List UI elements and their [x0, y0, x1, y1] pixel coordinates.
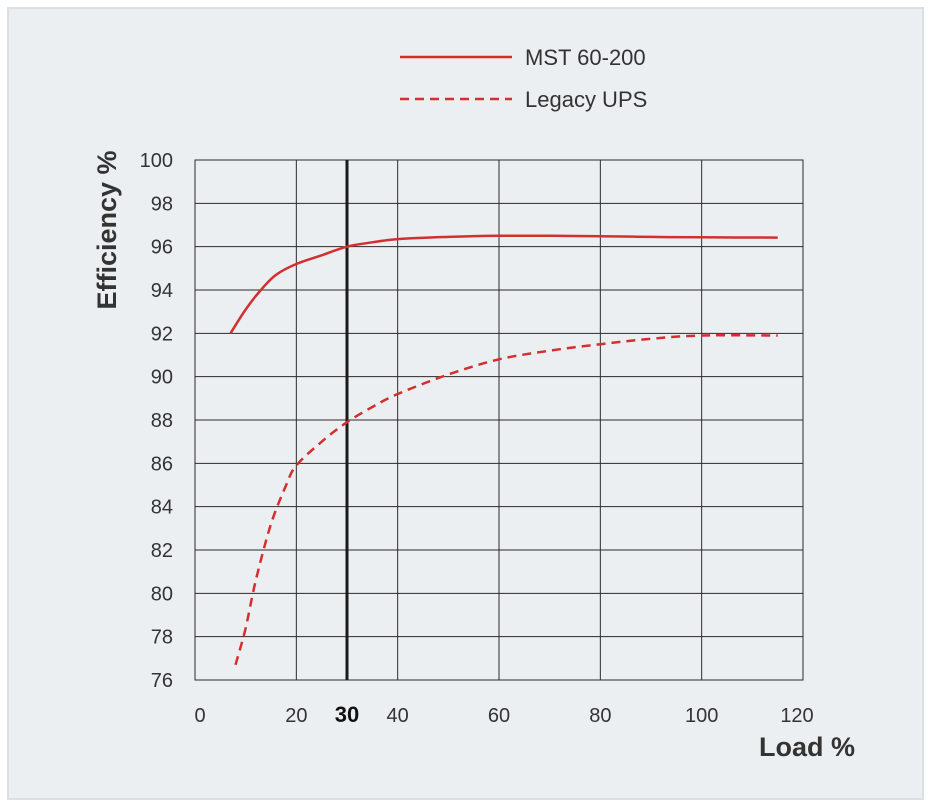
x-tick-label: 20: [285, 705, 307, 727]
series-line-1: [229, 234, 778, 334]
x-tick-label: 80: [589, 705, 611, 727]
y-tick-label: 84: [151, 497, 173, 519]
x-tick-label: 100: [685, 705, 718, 727]
y-tick-label: 80: [151, 583, 173, 605]
y-axis-label: Efficiency %: [92, 150, 122, 309]
y-tick-label: 96: [151, 237, 173, 259]
series-layer: [229, 234, 778, 666]
legend-label-1: MST 60-200: [525, 45, 646, 70]
legend: MST 60-200 Legacy UPS: [400, 45, 647, 112]
x-tick-label: 120: [780, 705, 813, 727]
x-tick-label: 0: [194, 705, 205, 727]
y-tick-label: 76: [151, 670, 173, 692]
legend-label-2: Legacy UPS: [525, 87, 647, 112]
x-tick-label: 40: [387, 705, 409, 727]
y-tick-label: 92: [151, 323, 173, 345]
y-tick-label: 86: [151, 453, 173, 475]
x-tick-label: 60: [488, 705, 510, 727]
y-tick-label: 94: [151, 280, 173, 302]
y-tick-label: 90: [151, 367, 173, 389]
y-tick-label: 100: [140, 150, 173, 172]
tick-layer: 76 78 80 82 84 86 88 90 92 94 96 98 100 0 20 30 40 60 80 10…: [140, 150, 814, 727]
y-tick-label: 78: [151, 627, 173, 649]
series-line-2: [234, 334, 778, 666]
chart-background: [7, 7, 924, 800]
y-tick-label: 98: [151, 193, 173, 215]
y-tick-label: 88: [151, 410, 173, 432]
x-axis-label: Load %: [759, 732, 855, 762]
grid-layer: [194, 159, 804, 681]
y-tick-label: 82: [151, 540, 173, 562]
x-tick-label-highlight: 30: [335, 702, 359, 727]
